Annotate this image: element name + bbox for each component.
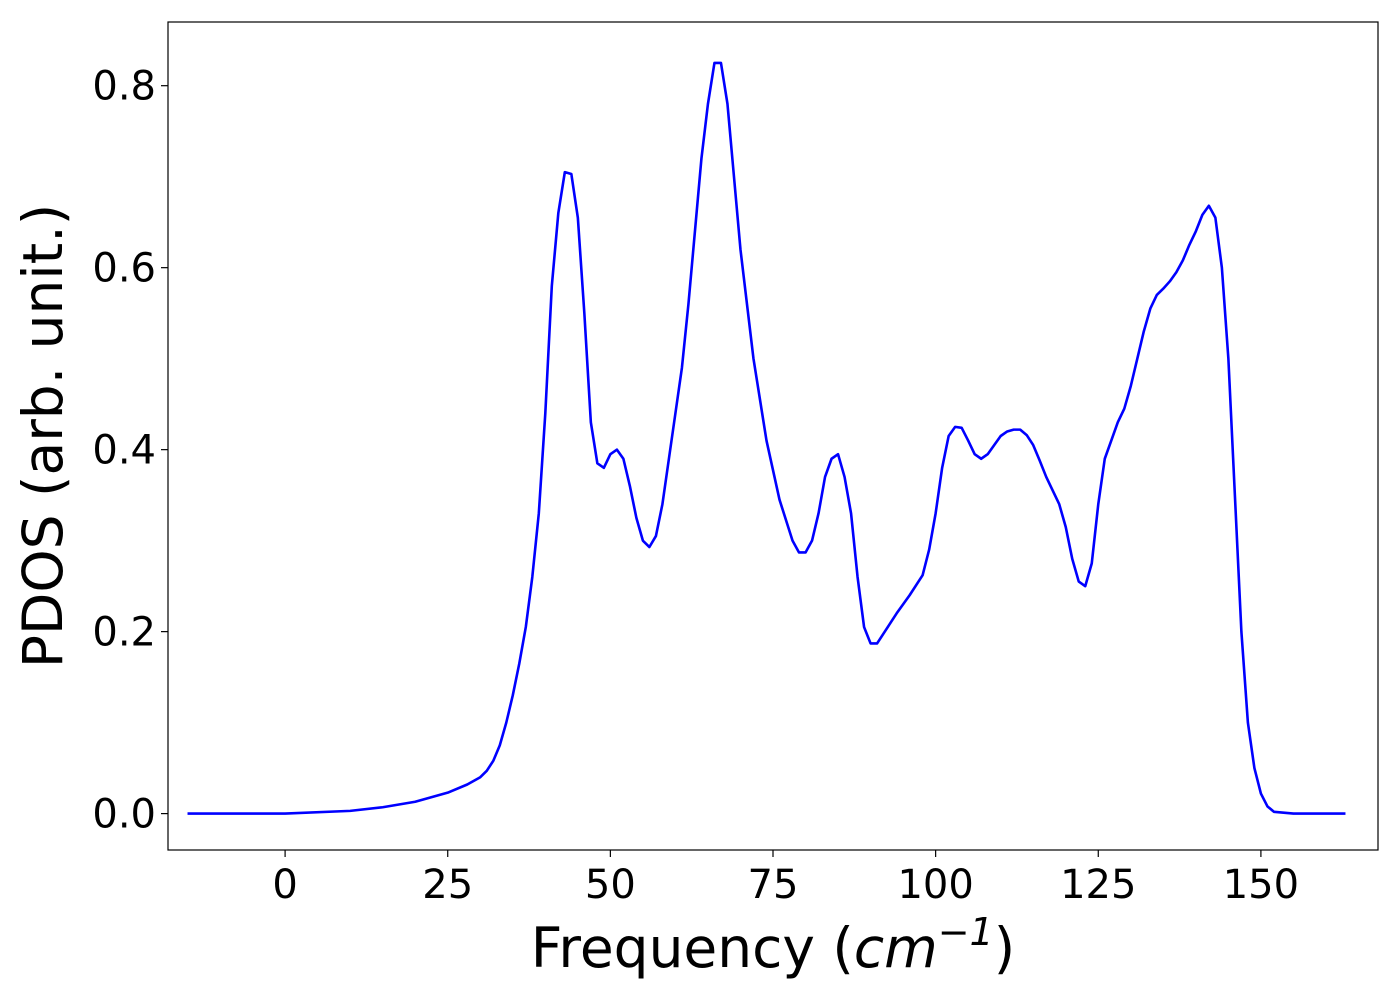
pdos-series-line [187,61,1346,815]
y-tick-label: 0.2 [92,610,156,656]
x-axis-unit-base: cm [854,916,938,980]
y-tick-label: 0.6 [92,246,156,292]
y-axis-label: PDOS (arb. unit.) [11,204,75,668]
x-tick-label: 75 [748,862,799,908]
y-tick-label: 0.4 [92,428,156,474]
x-tick-label: 50 [585,862,636,908]
x-tick-label: 125 [1060,862,1136,908]
x-axis-label-open-paren: ( [832,916,853,980]
x-axis-label-close-paren: ) [994,916,1015,980]
x-axis-label: Frequency (cm−1) [531,910,1015,980]
x-axis-label-text: Frequency [531,916,815,980]
y-axis-ticks: 0.0 0.2 0.4 0.6 0.8 [92,64,168,838]
x-axis-ticks: 0 25 50 75 100 125 150 [272,850,1299,908]
x-tick-label: 100 [897,862,973,908]
x-tick-label: 0 [272,862,297,908]
x-axis-unit-exponent: −1 [938,910,994,954]
x-tick-label: 25 [422,862,473,908]
y-tick-label: 0.8 [92,64,156,110]
y-tick-label: 0.0 [92,792,156,838]
x-tick-label: 150 [1223,862,1299,908]
plot-area [167,21,1379,851]
